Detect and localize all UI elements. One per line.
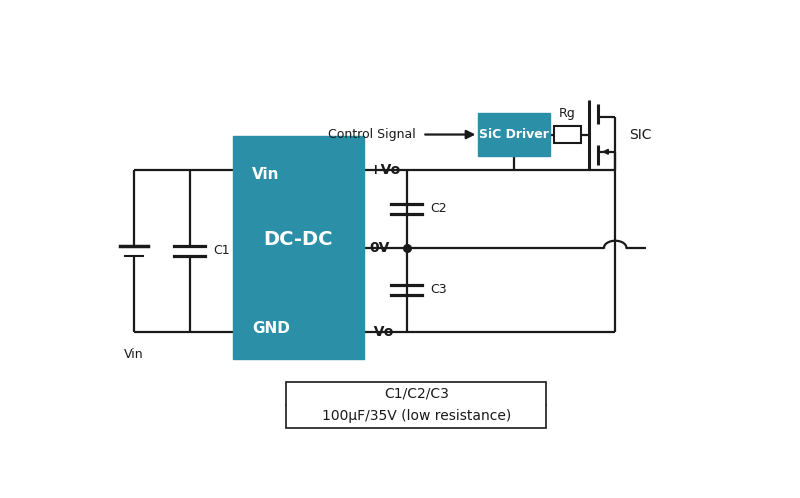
Text: C3: C3 bbox=[430, 283, 446, 296]
Bar bbox=[478, 114, 550, 156]
Text: C1: C1 bbox=[213, 245, 230, 257]
Bar bbox=[286, 382, 546, 428]
Text: -Vo: -Vo bbox=[370, 325, 394, 339]
Text: SiC Driver: SiC Driver bbox=[479, 128, 549, 141]
Bar bbox=[234, 136, 363, 359]
Text: +Vo: +Vo bbox=[370, 163, 401, 177]
Text: Rg: Rg bbox=[559, 107, 576, 120]
Bar bbox=[554, 126, 581, 143]
Text: C2: C2 bbox=[430, 202, 446, 215]
Text: 100μF/35V (low resistance): 100μF/35V (low resistance) bbox=[322, 409, 511, 423]
Text: C1/C2/C3: C1/C2/C3 bbox=[384, 386, 449, 400]
Text: GND: GND bbox=[252, 321, 290, 336]
Text: Vin: Vin bbox=[124, 348, 144, 361]
Text: Control Signal: Control Signal bbox=[329, 128, 416, 141]
Text: DC-DC: DC-DC bbox=[264, 231, 333, 249]
Text: 0V: 0V bbox=[370, 241, 390, 254]
Text: SIC: SIC bbox=[629, 127, 651, 141]
Text: Vin: Vin bbox=[252, 167, 279, 182]
